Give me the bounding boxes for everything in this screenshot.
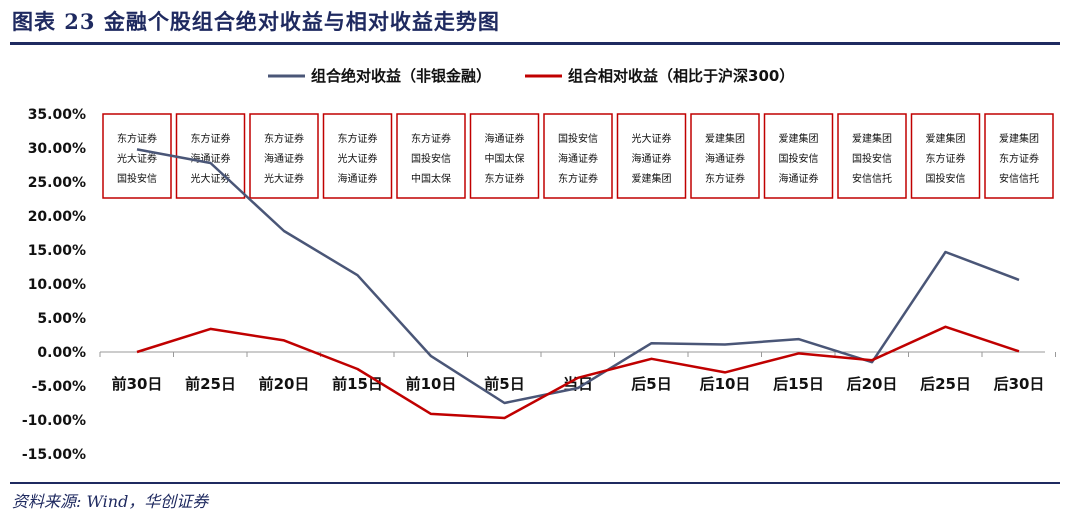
holding-name: 爱建集团 [705,132,745,145]
holding-name: 东方证券 [926,152,966,165]
holding-name: 东方证券 [558,172,598,185]
series-line-1 [136,148,1020,405]
holding-name: 海通证券 [338,172,378,185]
x-category-label: 后10日 [700,375,751,393]
holding-name: 海通证券 [264,152,304,165]
holdings-box [616,113,687,199]
holdings-box [249,113,319,199]
source-note: 资料来源: Wind，华创证券 [12,492,209,511]
holding-name: 海通证券 [705,152,745,165]
line-chart: 组合绝对收益（非银金融） 组合相对收益（相比于沪深300） 35.00% 30.00%… [22,67,1056,463]
holding-name: 安信信托 [999,172,1039,185]
holdings-box [837,113,907,199]
holding-name: 东方证券 [117,132,157,145]
holdings-box [469,113,540,199]
y-tick-label: 0.00% [37,345,86,361]
holding-name: 光大证券 [117,152,157,165]
holding-name: 光大证券 [264,172,304,185]
x-category-label: 后15日 [773,375,824,393]
x-category-label: 前15日 [332,375,383,393]
holding-name: 东方证券 [999,152,1039,165]
y-tick-label: 35.00% [28,107,86,123]
holding-name: 光大证券 [191,172,231,185]
holding-name: 安信信托 [852,172,892,185]
legend-label-1: 组合绝对收益（非银金融） [311,67,491,85]
title-rule [10,42,1060,45]
y-tick-label: -15.00% [22,447,86,463]
holding-name: 东方证券 [705,172,745,185]
x-category-label: 前10日 [406,375,457,393]
x-category-label: 前5日 [484,375,524,393]
holding-name: 东方证券 [191,132,231,145]
y-tick-label: 25.00% [28,175,86,191]
x-category-label: 前30日 [112,375,163,393]
holding-name: 东方证券 [411,132,451,145]
x-category-label: 前25日 [185,375,236,393]
holding-name: 海通证券 [779,172,819,185]
y-tick-label: -10.00% [22,413,86,429]
series-line-2 [136,325,1020,420]
x-category-label: 后30日 [994,375,1045,393]
holding-name: 国投安信 [852,152,892,165]
holding-name: 海通证券 [558,152,598,165]
holding-name: 光大证券 [632,132,672,145]
holding-name: 东方证券 [264,132,304,145]
figure-title: 图表 23 金融个股组合绝对收益与相对收益走势图 [12,9,500,34]
holdings-box [543,113,613,199]
holding-name: 爱建集团 [926,132,966,145]
holding-name: 东方证券 [338,132,378,145]
holdings-box [396,113,466,199]
x-category-label: 前20日 [259,375,310,393]
holding-name: 国投安信 [411,152,451,165]
holdings-box [984,113,1054,199]
holdings-box [910,113,981,199]
y-tick-label: 10.00% [28,277,86,293]
y-tick-label: -5.00% [32,379,86,395]
holdings-box [763,113,834,199]
legend-label-2: 组合相对收益（相比于沪深300） [568,67,794,85]
y-tick-label: 20.00% [28,209,86,225]
holdings-box [322,113,393,199]
holding-name: 爱建集团 [632,172,672,185]
holding-name: 海通证券 [632,152,672,165]
holding-name: 爱建集团 [852,132,892,145]
x-category-label: 后25日 [920,375,971,393]
holding-name: 国投安信 [558,132,598,145]
holding-name: 东方证券 [485,172,525,185]
y-tick-label: 30.00% [28,141,86,157]
holding-name: 中国太保 [485,152,525,165]
holding-name: 国投安信 [117,172,157,185]
footer-rule [10,482,1060,484]
x-category-label: 后20日 [847,375,898,393]
holding-name: 国投安信 [926,172,966,185]
holding-name: 中国太保 [411,172,451,185]
holding-name: 爱建集团 [779,132,819,145]
x-category-label: 后5日 [631,375,671,393]
holding-name: 国投安信 [779,152,819,165]
y-tick-label: 15.00% [28,243,86,259]
holdings-box [690,113,760,199]
holding-name: 爱建集团 [999,132,1039,145]
holding-name: 海通证券 [485,132,525,145]
y-tick-label: 5.00% [37,311,86,327]
holding-name: 光大证券 [338,152,378,165]
